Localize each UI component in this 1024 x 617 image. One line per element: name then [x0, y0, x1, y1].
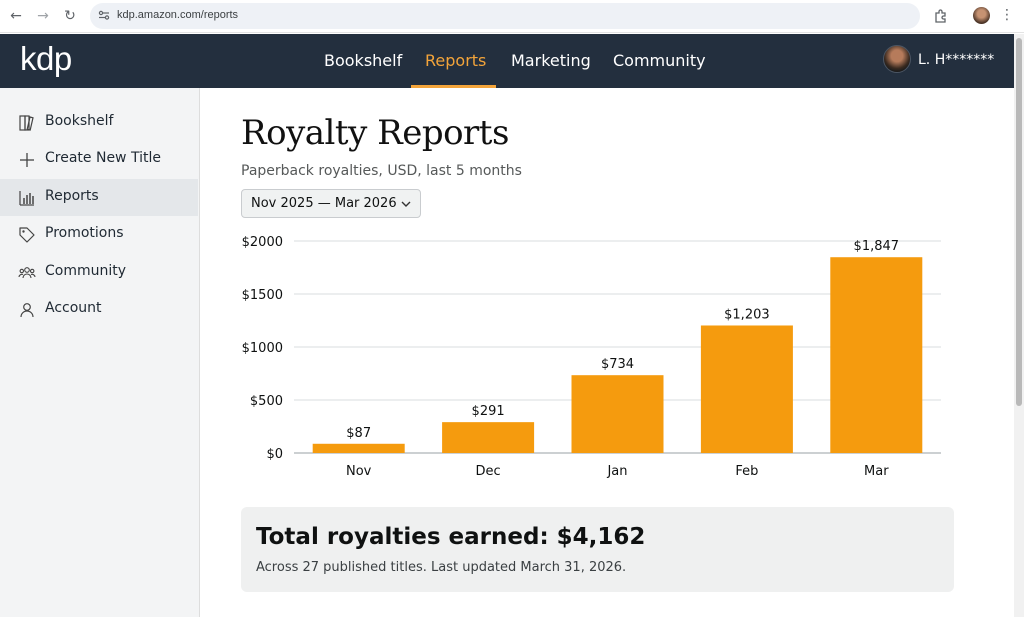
browser-toolbar: ← → ↻ kdp.amazon.com/reports ⋮ — [0, 0, 1024, 33]
sidebar-label: Account — [45, 300, 102, 316]
royalty-bar-chart: $0 $500 $1000 $1500 $2000 $87 Nov $291 Dec $734 Ja… — [242, 235, 941, 479]
x-tick-label: Jan — [606, 464, 627, 479]
sidebar-item-account[interactable]: Account — [0, 291, 198, 328]
page-title: Royalty Reports — [241, 113, 509, 153]
sidebar-label: Reports — [45, 188, 99, 204]
x-tick-label: Dec — [476, 464, 501, 479]
y-tick-label: $1000 — [242, 341, 283, 356]
kdp-logo[interactable]: kdp — [20, 40, 72, 77]
summary-note: Across 27 published titles. Last updated… — [256, 560, 627, 575]
nav-bookshelf[interactable]: Bookshelf — [324, 51, 403, 70]
active-tab-indicator — [411, 85, 496, 88]
sidebar-item-community[interactable]: Community — [0, 254, 198, 291]
user-avatar[interactable] — [883, 45, 911, 73]
tag-icon — [19, 227, 35, 243]
browser-profile-icon[interactable] — [973, 7, 990, 24]
site-header: kdp Bookshelf Reports Marketing Communit… — [0, 34, 1014, 88]
bar-value-label: $291 — [472, 404, 505, 419]
reload-icon[interactable]: ↻ — [64, 8, 76, 24]
sidebar: Bookshelf Create New Title Reports Promo… — [0, 88, 200, 617]
nav-reports[interactable]: Reports — [425, 51, 487, 70]
y-tick-label: $1500 — [242, 288, 283, 303]
page-subtitle: Paperback royalties, USD, last 5 months — [241, 163, 522, 179]
bar — [571, 375, 664, 453]
bar-value-label: $87 — [346, 426, 371, 441]
bar-value-label: $734 — [601, 357, 634, 372]
scrollbar-thumb[interactable] — [1016, 38, 1022, 406]
back-icon[interactable]: ← — [10, 8, 22, 24]
page-scrollbar[interactable] — [1014, 34, 1024, 617]
nav-community[interactable]: Community — [613, 51, 706, 70]
plus-icon — [20, 153, 34, 167]
x-tick-label: Mar — [864, 464, 889, 479]
address-bar[interactable]: kdp.amazon.com/reports — [90, 3, 920, 29]
summary-card: Total royalties earned: $4,162 Across 27… — [241, 507, 954, 592]
book-icon — [19, 115, 34, 131]
bar-value-label: $1,203 — [724, 307, 770, 322]
sidebar-label: Community — [45, 263, 127, 279]
x-tick-label: Feb — [735, 464, 758, 479]
date-range-value: Nov 2025 — Mar 2026 — [251, 196, 397, 211]
bar — [442, 422, 535, 453]
sidebar-label: Create New Title — [45, 150, 161, 166]
sidebar-item-reports[interactable]: Reports — [0, 179, 198, 216]
chevron-down-icon — [401, 201, 411, 207]
user-name[interactable]: L. H******* — [918, 52, 995, 68]
bar-value-label: $1,847 — [854, 239, 900, 254]
y-tick-label: $2000 — [242, 235, 283, 250]
site-settings-icon[interactable] — [98, 9, 110, 21]
extensions-icon[interactable] — [933, 8, 949, 24]
y-tick-label: $500 — [250, 394, 283, 409]
browser-menu-icon[interactable]: ⋮ — [1000, 7, 1014, 23]
bar — [830, 257, 923, 453]
sidebar-item-create-new-title[interactable]: Create New Title — [0, 141, 198, 178]
sidebar-item-promotions[interactable]: Promotions — [0, 216, 198, 253]
x-tick-label: Nov — [346, 464, 372, 479]
url-text[interactable]: kdp.amazon.com/reports — [117, 9, 239, 21]
bar-chart-icon — [19, 191, 34, 206]
sidebar-label: Bookshelf — [45, 113, 114, 129]
user-icon — [20, 303, 34, 318]
total-royalties: Total royalties earned: $4,162 — [256, 524, 646, 550]
sidebar-item-bookshelf[interactable]: Bookshelf — [0, 104, 198, 141]
nav-marketing[interactable]: Marketing — [511, 51, 591, 70]
date-range-select[interactable]: Nov 2025 — Mar 2026 — [241, 189, 421, 218]
y-tick-label: $0 — [266, 447, 283, 462]
sidebar-label: Promotions — [45, 225, 124, 241]
bar — [312, 443, 405, 453]
forward-icon[interactable]: → — [37, 8, 49, 24]
bar — [700, 325, 793, 453]
people-icon — [18, 267, 36, 279]
